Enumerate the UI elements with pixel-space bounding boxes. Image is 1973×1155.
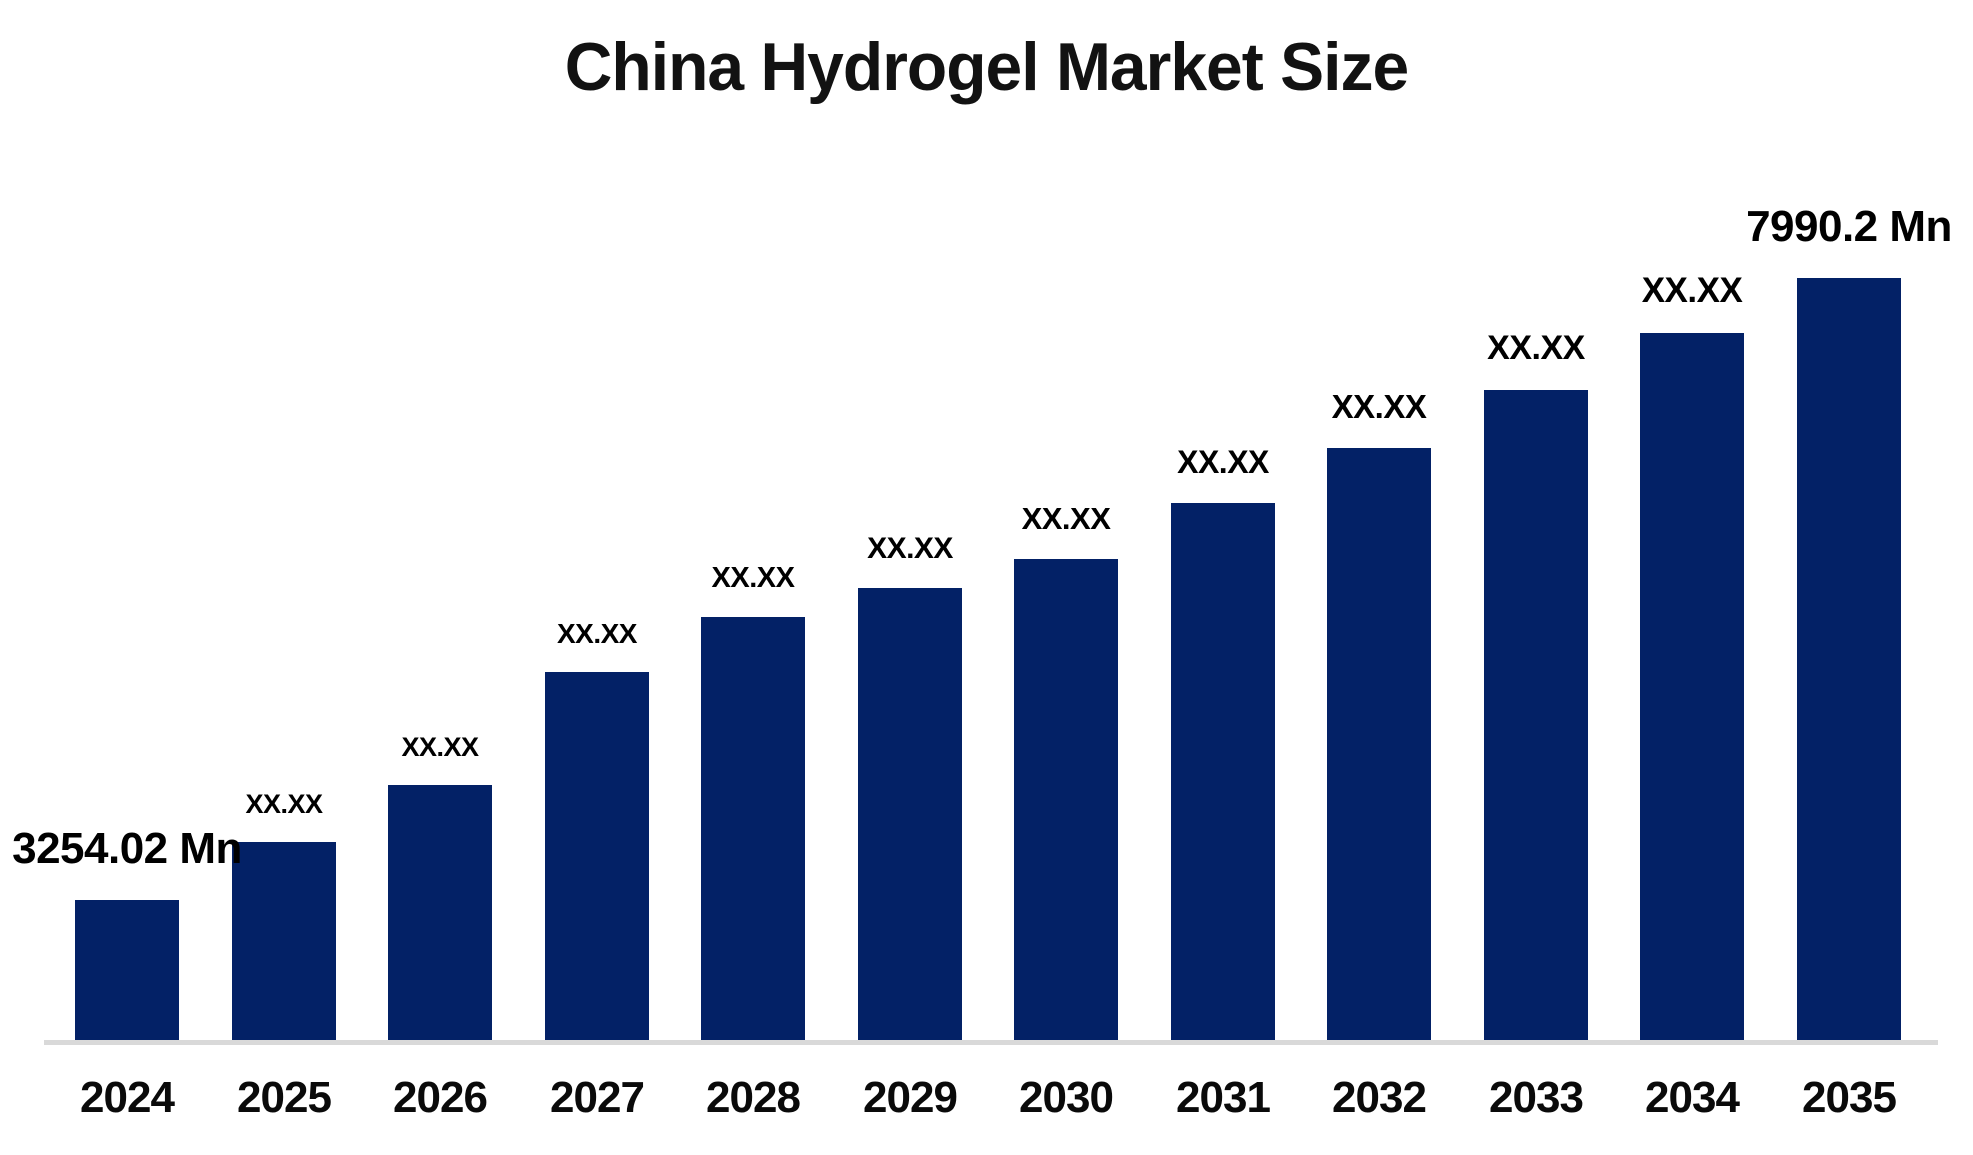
- x-axis-label-2034: 2034: [1645, 1073, 1740, 1122]
- x-axis-label-2035: 2035: [1802, 1073, 1897, 1122]
- bar-value-label-2025: XX.XX: [245, 788, 323, 819]
- bar-value-label-2027: XX.XX: [557, 617, 637, 649]
- x-axis-label-2033: 2033: [1489, 1073, 1584, 1122]
- bar-2025: [232, 842, 336, 1040]
- x-axis-label-2029: 2029: [863, 1073, 958, 1122]
- x-axis-label-2031: 2031: [1176, 1073, 1271, 1122]
- bar-value-label-2030: XX.XX: [1021, 501, 1111, 537]
- x-axis-label-2024: 2024: [80, 1073, 175, 1122]
- chart-title: China Hydrogel Market Size: [564, 29, 1409, 105]
- bar-2030: [1014, 559, 1118, 1040]
- bar-2029: [858, 588, 962, 1040]
- bar-2033: [1484, 390, 1588, 1040]
- bar-value-label-2028: XX.XX: [711, 561, 795, 594]
- bar-value-label-2031: XX.XX: [1177, 444, 1269, 481]
- bar-value-label-2029: XX.XX: [867, 531, 953, 565]
- bar-value-label-2035: 7990.2 Mn: [1746, 202, 1952, 252]
- bar-2032: [1327, 448, 1431, 1040]
- x-axis-line: [44, 1040, 1938, 1045]
- x-axis-label-2028: 2028: [706, 1073, 801, 1122]
- bar-value-label-2032: XX.XX: [1331, 388, 1427, 426]
- x-axis-label-2026: 2026: [393, 1073, 488, 1122]
- bar-2028: [701, 617, 805, 1040]
- bar-2024: [75, 900, 179, 1040]
- bar-2031: [1171, 503, 1275, 1040]
- bar-value-label-2033: XX.XX: [1487, 328, 1585, 367]
- x-axis-label-2027: 2027: [550, 1073, 645, 1122]
- x-axis-label-2032: 2032: [1332, 1073, 1427, 1122]
- bar-value-label-2024: 3254.02 Mn: [12, 824, 242, 874]
- bar-2027: [545, 672, 649, 1040]
- bar-2035: [1797, 278, 1901, 1040]
- x-axis-label-2030: 2030: [1019, 1073, 1114, 1122]
- x-axis-label-2025: 2025: [237, 1073, 332, 1122]
- bar-value-label-2034: XX.XX: [1641, 270, 1743, 310]
- bar-2026: [388, 785, 492, 1040]
- bar-value-label-2026: XX.XX: [401, 731, 479, 762]
- bar-2034: [1640, 333, 1744, 1040]
